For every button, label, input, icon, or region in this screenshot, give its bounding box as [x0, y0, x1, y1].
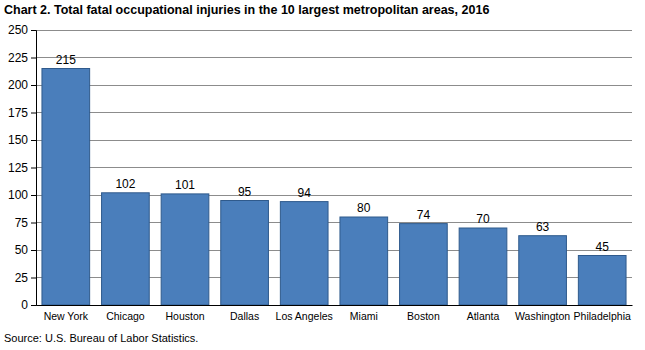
data-label: 95 — [238, 185, 252, 199]
y-axis: 0 25 50 75 100 125 150 175 200 225 250 — [8, 23, 37, 312]
grid-line — [36, 167, 632, 168]
chart: Chart 2. Total fatal occupational injuri… — [0, 0, 645, 350]
data-label: 101 — [175, 178, 195, 192]
y-tick: 225 — [8, 51, 36, 65]
grid-line — [36, 112, 632, 113]
y-tick-mark — [31, 278, 36, 279]
y-tick-label: 150 — [8, 133, 28, 147]
y-tick: 200 — [8, 78, 36, 92]
x-tick: Boston — [407, 305, 440, 322]
y-tick-mark — [31, 58, 36, 59]
y-tick-mark — [31, 113, 36, 114]
y-tick-mark — [31, 250, 36, 251]
bar — [578, 256, 626, 306]
y-axis-line — [31, 31, 37, 306]
data-label: 45 — [596, 240, 610, 254]
bar — [519, 236, 567, 305]
y-tick-label: 225 — [8, 51, 28, 65]
grid-line — [36, 140, 632, 141]
y-tick-mark — [31, 85, 36, 86]
bar — [280, 202, 328, 305]
grid-line — [36, 30, 632, 31]
y-tick-mark — [31, 305, 36, 306]
y-tick-mark — [31, 140, 36, 141]
x-tick-label: New York — [44, 310, 89, 322]
x-tick: Houston — [165, 305, 204, 322]
title: Chart 2. Total fatal occupational injuri… — [4, 3, 489, 17]
bar — [400, 224, 448, 305]
y-tick-label: 250 — [8, 23, 28, 37]
x-axis-line — [37, 305, 633, 306]
x-tick: Atlanta — [467, 305, 500, 322]
x-tick: Miami — [350, 305, 378, 322]
bar — [340, 217, 388, 305]
x-tick-label: Chicago — [106, 310, 145, 322]
y-tick-label: 125 — [8, 161, 28, 175]
bars — [42, 69, 626, 306]
data-label: 94 — [298, 186, 312, 200]
y-tick-label: 75 — [15, 216, 29, 230]
y-tick-label: 100 — [8, 188, 28, 202]
bar — [161, 194, 209, 305]
x-tick-label: Atlanta — [467, 310, 500, 322]
data-label: 70 — [476, 212, 490, 226]
grid — [36, 30, 632, 305]
y-tick: 25 — [15, 271, 36, 285]
x-tick-label: Dallas — [230, 310, 259, 322]
y-tick: 0 — [21, 298, 36, 312]
x-tick-label: Boston — [407, 310, 440, 322]
data-label: 63 — [536, 220, 550, 234]
y-tick: 150 — [8, 133, 36, 147]
bar — [221, 201, 269, 306]
y-tick-label: 175 — [8, 106, 28, 120]
grid-line — [36, 57, 632, 58]
y-tick-mark — [31, 195, 36, 196]
x-tick: Washington — [515, 305, 570, 322]
x-tick-label: Houston — [165, 310, 204, 322]
y-tick-mark — [31, 30, 36, 31]
x-tick: New York — [44, 305, 89, 322]
y-tick-mark — [31, 168, 36, 169]
y-tick: 250 — [8, 23, 36, 37]
bar — [102, 193, 150, 305]
y-tick: 100 — [8, 188, 36, 202]
bar — [42, 69, 90, 306]
x-tick-label: Los Angeles — [276, 310, 333, 322]
data-label: 80 — [357, 201, 371, 215]
data-label: 215 — [56, 53, 76, 67]
grid-line — [36, 85, 632, 86]
y-tick-label: 200 — [8, 78, 28, 92]
y-tick-label: 25 — [15, 271, 29, 285]
y-tick: 125 — [8, 161, 36, 175]
y-tick-mark — [31, 223, 36, 224]
source-note: Source: U.S. Bureau of Labor Statistics. — [4, 332, 198, 344]
bar — [459, 228, 507, 305]
x-tick: Philadelphia — [574, 305, 631, 322]
x-tick-label: Miami — [350, 310, 378, 322]
y-tick-label: 0 — [21, 298, 28, 312]
data-label: 74 — [417, 208, 431, 222]
y-tick-label: 50 — [15, 243, 29, 257]
y-tick: 50 — [15, 243, 36, 257]
x-tick: Los Angeles — [276, 305, 333, 322]
x-tick: Chicago — [106, 305, 145, 322]
y-tick: 175 — [8, 106, 36, 120]
data-label: 102 — [115, 177, 135, 191]
x-tick-label: Philadelphia — [574, 310, 631, 322]
x-tick-label: Washington — [515, 310, 570, 322]
data-labels: 215 102 101 95 94 80 74 70 63 45 — [56, 53, 609, 254]
plot: 0 25 50 75 100 125 150 175 200 225 250 New York Chic… — [8, 23, 633, 322]
x-axis: New York Chicago Houston Dallas Los Angeles M… — [37, 305, 633, 322]
y-tick: 75 — [15, 216, 36, 230]
x-tick: Dallas — [230, 305, 259, 322]
